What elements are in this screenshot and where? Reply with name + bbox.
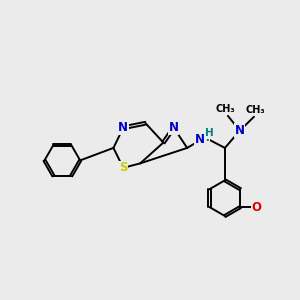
Text: CH₃: CH₃	[216, 104, 235, 114]
Text: N: N	[169, 121, 179, 134]
Text: O: O	[252, 201, 262, 214]
Text: N: N	[195, 134, 205, 146]
Text: CH₃: CH₃	[246, 105, 265, 115]
Text: H: H	[205, 128, 214, 138]
Text: N: N	[118, 121, 128, 134]
Text: S: S	[119, 161, 128, 174]
Text: N: N	[235, 124, 245, 137]
Text: H: H	[201, 133, 209, 142]
